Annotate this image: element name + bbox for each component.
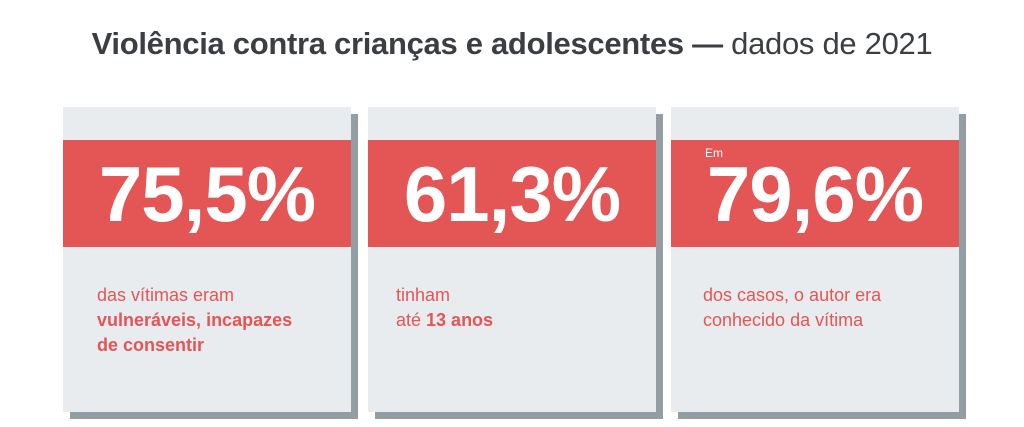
title-main: Violência contra crianças e adolescentes…: [91, 26, 724, 61]
card-body: Em 79,6% dos casos, o autor era conhecid…: [671, 107, 959, 412]
stat-band: Em 79,6%: [671, 140, 959, 247]
stat-description: dos casos, o autor era conhecido da víti…: [703, 283, 943, 333]
stat-card-known-author: Em 79,6% dos casos, o autor era conhecid…: [671, 107, 966, 419]
stat-description: das vítimas eram vulneráveis, incapazes …: [97, 283, 337, 358]
desc-line-2-bold: 13 anos: [426, 310, 494, 330]
stat-prefix: Em: [705, 146, 723, 160]
stat-value: 61,3%: [403, 150, 621, 238]
stat-description: tinham até 13 anos: [396, 283, 636, 333]
desc-line-1: tinham: [396, 285, 451, 305]
stat-card-age: 61,3% tinham até 13 anos: [368, 107, 663, 419]
desc-line-1: dos casos, o autor era: [703, 285, 882, 305]
stat-card-vulnerable-victims: 75,5% das vítimas eram vulneráveis, inca…: [63, 107, 358, 419]
stat-value: 75,5%: [98, 150, 316, 238]
stat-value: 79,6%: [706, 150, 924, 238]
desc-line-1: das vítimas eram: [97, 285, 235, 305]
stat-band: 61,3%: [368, 140, 656, 247]
page-title: Violência contra crianças e adolescentes…: [0, 26, 1024, 62]
desc-line-2: vulneráveis, incapazes: [97, 310, 293, 330]
desc-line-2: até 13 anos: [396, 308, 636, 333]
card-body: 61,3% tinham até 13 anos: [368, 107, 656, 412]
desc-line-3: de consentir: [97, 335, 205, 355]
card-body: 75,5% das vítimas eram vulneráveis, inca…: [63, 107, 351, 412]
desc-line-2: conhecido da vítima: [703, 310, 864, 330]
title-year: dados de 2021: [731, 26, 933, 61]
stat-band: 75,5%: [63, 140, 351, 247]
desc-line-2-plain: até: [396, 310, 427, 330]
